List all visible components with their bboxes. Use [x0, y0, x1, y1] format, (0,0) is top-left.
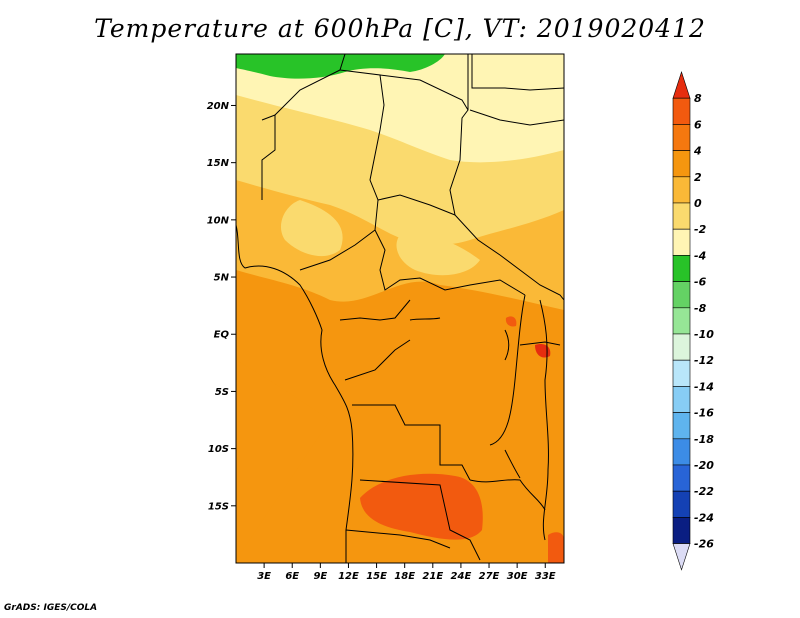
colorbar-swatch: [672, 307, 691, 335]
colorbar-swatch: [672, 543, 691, 571]
colorbar-label: -26: [694, 538, 714, 551]
lon-label: 33E: [535, 571, 556, 582]
country-borders: [236, 54, 564, 563]
lon-label: 18E: [394, 571, 415, 582]
colorbar-label: -22: [694, 485, 714, 498]
colorbar-swatch: [672, 176, 691, 204]
latitude-axis: 20N 15N 10N 5N EQ 5S 10S 15S: [207, 101, 236, 512]
lat-label: 20N: [207, 101, 230, 112]
lat-label: 10N: [207, 215, 230, 226]
lon-label: 24E: [451, 571, 472, 582]
colorbar-swatch: [672, 97, 691, 125]
colorbar-swatch: [672, 202, 691, 230]
colorbar-label: -14: [694, 380, 714, 393]
map-frame: [235, 53, 565, 564]
colorbar-label: -24: [694, 511, 714, 524]
map-figure: 20N 15N 10N 5N EQ 5S 10S 15S 3E 6E 9E 12E 15E 18E 21E…: [207, 53, 714, 582]
lon-label: 9E: [313, 571, 327, 582]
lat-label: 5N: [214, 273, 230, 284]
lat-label: 5S: [215, 387, 229, 398]
lon-label: 6E: [285, 571, 299, 582]
colorbar-swatch: [672, 333, 691, 361]
colorbar-label: -10: [694, 328, 714, 341]
lat-label: 15S: [208, 501, 229, 512]
colorbar-swatch: [672, 517, 691, 544]
temperature-field: [236, 54, 564, 563]
colorbar-label: -16: [694, 407, 714, 420]
colorbar-swatch: [672, 490, 691, 518]
colorbar: 8 6 4 2 0 -2 -4 -6 -8 -10 -12 -14 -16 -18 -20 -22 -24 -26: [672, 71, 714, 571]
colorbar-swatch: [672, 255, 691, 282]
lat-label: 10S: [208, 444, 229, 455]
lon-label: 21E: [422, 571, 443, 582]
lon-label: 27E: [479, 571, 500, 582]
colorbar-swatch: [672, 412, 691, 440]
longitude-axis: 3E 6E 9E 12E 15E 18E 21E 24E 27E 30E 33E: [257, 563, 556, 582]
colorbar-label: -2: [694, 223, 707, 236]
colorbar-label: 2: [694, 171, 702, 184]
colorbar-swatch: [672, 124, 691, 151]
colorbar-label: -12: [694, 354, 714, 367]
colorbar-label: -6: [694, 276, 707, 289]
lon-label: 15E: [366, 571, 387, 582]
colorbar-label: -18: [694, 433, 714, 446]
lon-label: 30E: [507, 571, 528, 582]
map-title: Temperature at 600hPa [C], VT: 201902041…: [94, 14, 706, 43]
colorbar-label: 8: [694, 92, 702, 105]
colorbar-label: 4: [693, 145, 702, 158]
colorbar-swatch: [672, 228, 691, 256]
colorbar-label: -20: [694, 459, 714, 472]
colorbar-swatch: [672, 386, 691, 413]
colorbar-swatch: [672, 359, 691, 387]
grads-credit: GrADS: IGES/COLA: [4, 603, 98, 613]
colorbar-label: -4: [694, 249, 706, 262]
colorbar-swatch: [672, 71, 691, 99]
colorbar-swatch: [672, 281, 691, 309]
lat-label: EQ: [214, 330, 230, 341]
colorbar-swatch: [672, 464, 691, 492]
lon-label: 3E: [257, 571, 271, 582]
colorbar-swatch: [672, 438, 691, 466]
colorbar-label: 0: [694, 197, 702, 210]
lon-label: 12E: [338, 571, 359, 582]
colorbar-label: -8: [694, 302, 707, 315]
colorbar-swatch: [672, 150, 691, 178]
lat-label: 15N: [207, 158, 230, 169]
colorbar-label: 6: [694, 118, 702, 131]
